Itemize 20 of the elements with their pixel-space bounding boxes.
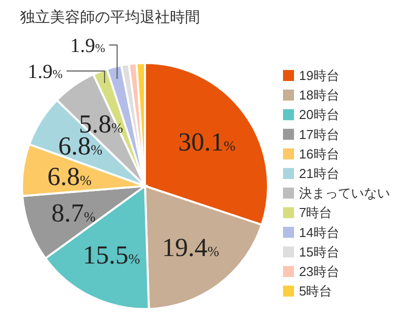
- data-label: 19.4%: [162, 233, 220, 262]
- data-label: 1.9%: [28, 61, 63, 83]
- data-label: 30.1%: [178, 127, 236, 156]
- legend-label: 17時台: [299, 126, 340, 142]
- legend-label: 15時台: [299, 244, 340, 260]
- chart-title: 独立美容師の平均退社時間: [20, 9, 200, 26]
- legend-label: 18時台: [299, 88, 340, 103]
- legend-label: 5時台: [299, 284, 332, 299]
- legend-label: 14時台: [299, 224, 340, 240]
- data-label: 6.8%: [47, 162, 92, 191]
- data-label: 15.5%: [82, 240, 140, 270]
- legend-label: 21時台: [299, 166, 340, 181]
- legend-label: 19時台: [299, 68, 340, 83]
- data-label: 6.8%: [58, 132, 103, 161]
- data-label: 1.9%: [70, 35, 106, 57]
- legend-label: 16時台: [299, 146, 340, 162]
- legend-label: 7時台: [299, 205, 332, 220]
- legend-label: 20時台: [299, 107, 340, 122]
- data-label: 8.7%: [51, 198, 96, 228]
- legend-label: 23時台: [299, 264, 340, 279]
